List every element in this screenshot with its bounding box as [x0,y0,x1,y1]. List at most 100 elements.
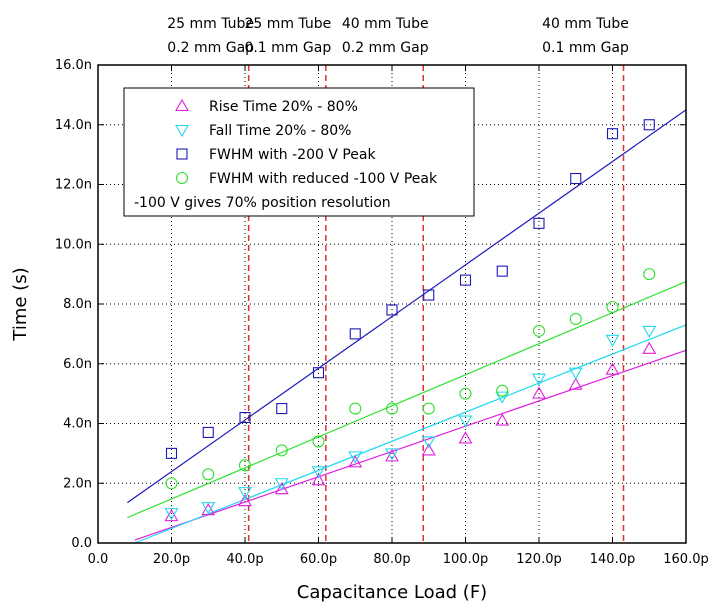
legend-marker [175,171,189,185]
data-point [312,435,325,448]
data-point [276,403,288,415]
legend: Rise Time 20% - 80% Fall Time 20% - 80% FW… [123,87,475,217]
fit-line [134,324,687,544]
data-point [569,312,582,325]
data-point [348,451,363,464]
data-point [495,413,510,426]
data-point [164,509,179,522]
data-point [349,402,362,415]
data-point [385,448,399,461]
x-tick-label: 0.0 [88,552,109,567]
data-point [385,402,399,415]
data-point [348,455,363,468]
data-point [238,459,252,472]
marker-label-line1: 40 mm Tube [342,16,429,32]
data-point [643,268,656,281]
x-tick-label: 20.0p [153,552,190,567]
marker-label-line1: 40 mm Tube [542,16,629,32]
y-tick-label: 2.0n [63,476,92,491]
fit-line [127,109,687,504]
marker-label-line1: 25 mm Tube [167,16,254,32]
data-point [421,436,436,449]
legend-note: -100 V gives 70% position resolution [134,195,391,211]
data-point [274,478,289,491]
y-tick-label: 12.0n [55,178,92,193]
data-point [239,411,251,424]
marker-labels: 25 mm Tube 0.2 mm Gap 25 mm Tube 0.1 mm Gap… [167,16,629,56]
data-point [202,468,215,481]
x-tick-label: 120.0p [516,552,561,567]
legend-box [123,87,475,217]
fit-line [134,349,687,541]
data-point [496,384,509,397]
data-point [495,391,510,404]
data-point [568,377,583,390]
data-point [533,217,545,229]
data-point [311,466,326,479]
data-point [458,415,473,428]
data-point [275,444,288,457]
y-axis-title: Time (s) [10,267,31,341]
x-tick-label: 100.0p [443,552,488,567]
legend-label: FWHM with -200 V Peak [209,147,376,163]
data-point [606,128,619,140]
data-point [642,325,657,338]
data-point [311,473,326,486]
data-point [532,324,546,337]
fit-line [127,281,687,519]
data-point [532,386,546,399]
data-point [422,402,435,415]
data-point [349,328,361,340]
data-point [458,431,473,444]
y-tick-label: 0.0 [71,536,92,551]
data-point [386,304,398,316]
data-point [423,289,435,301]
data-point [643,119,655,131]
data-point [496,265,508,277]
x-tick-label: 140.0p [590,552,635,567]
marker-label-line2: 0.1 mm Gap [244,40,331,56]
marker-label-line2: 0.2 mm Gap [342,40,429,56]
data-point [202,426,214,439]
y-tick-label: 4.0n [63,417,92,432]
data-point [165,477,178,490]
data-point [238,487,252,500]
data-point [201,503,216,516]
data-point [421,443,436,456]
data-points [164,119,657,522]
data-point [459,274,472,286]
data-point [165,447,178,459]
data-point [238,494,252,507]
data-point [642,341,657,354]
x-tick-label: 40.0p [226,552,263,567]
data-point [605,362,620,375]
legend-label: Fall Time 20% - 80% [209,123,351,139]
legend-marker [175,98,189,112]
y-tick-label: 16.0n [55,58,92,73]
data-point [201,502,216,515]
data-point [164,508,179,521]
legend-label: Rise Time 20% - 80% [209,99,358,115]
fit-lines [127,109,687,544]
marker-label-line2: 0.2 mm Gap [167,40,254,56]
y-tick-label: 8.0n [63,297,92,312]
y-tick-label: 14.0n [55,118,92,133]
x-tick-label: 80.0p [373,552,410,567]
data-point [385,449,399,462]
x-tick-label: 60.0p [300,552,337,567]
marker-label-line2: 0.1 mm Gap [542,40,629,56]
data-point [568,367,583,380]
marker-label-line1: 25 mm Tube [244,16,331,32]
data-point [312,367,325,379]
y-tick-label: 10.0n [55,237,92,252]
data-point [274,482,289,495]
data-point [605,334,620,347]
axis-ticks: 0.0 20.0p 40.0p 60.0p 80.0p 100.0p 120.0p 140.0… [55,58,709,567]
data-point [570,172,582,185]
legend-marker [176,148,188,160]
legend-marker [175,124,189,138]
data-point [459,387,472,400]
data-point [532,373,546,386]
x-tick-label: 160.0p [663,552,708,567]
